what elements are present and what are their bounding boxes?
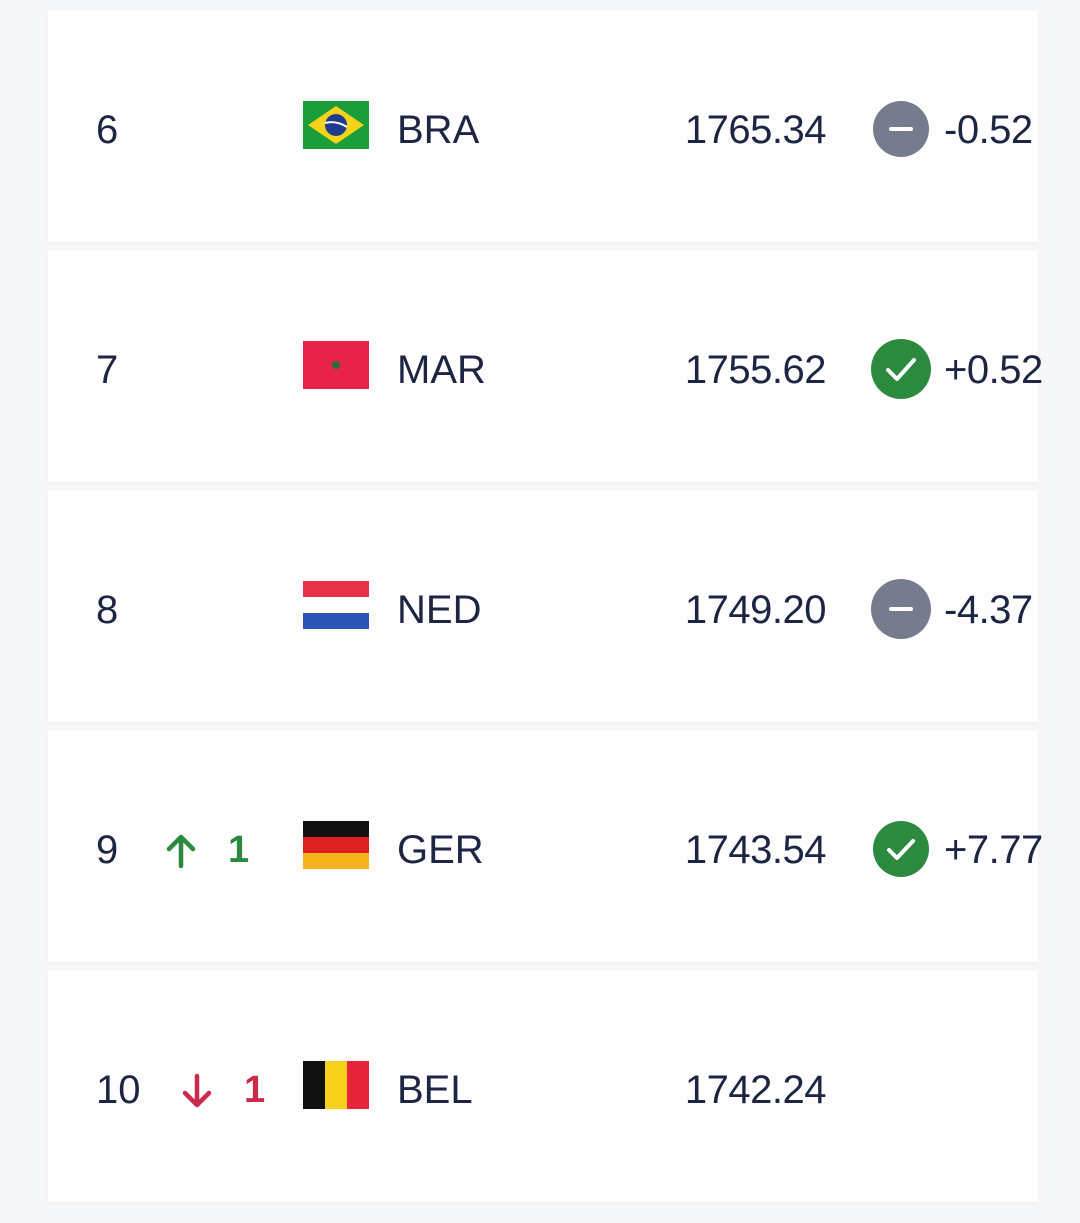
rank-movement: 1 xyxy=(244,1069,266,1111)
rank-movement: 1 xyxy=(228,829,250,871)
flag xyxy=(303,821,369,869)
team-code: BEL xyxy=(397,1068,473,1112)
rank-up-arrow xyxy=(166,834,196,869)
points-change: -4.37 xyxy=(944,588,1033,632)
team-code: MAR xyxy=(397,348,486,392)
points-change: +7.77 xyxy=(944,828,1043,872)
status-up-icon xyxy=(873,821,929,877)
points-change: +0.52 xyxy=(944,348,1043,392)
status-up-icon xyxy=(871,339,931,399)
team-code: GER xyxy=(397,828,484,872)
flag xyxy=(303,581,369,629)
flag xyxy=(303,101,369,149)
rank: 10 xyxy=(96,1068,141,1112)
rank-down-arrow xyxy=(182,1073,212,1108)
flag xyxy=(303,341,369,389)
points: 1755.62 xyxy=(684,348,827,392)
team-row: 9 1 GER 1743.54 +7.77 xyxy=(48,730,1043,962)
points: 1765.34 xyxy=(684,108,827,152)
points-change: -0.52 xyxy=(944,108,1033,152)
rank: 6 xyxy=(96,108,119,152)
status-neutral-icon xyxy=(873,101,929,157)
team-code: NED xyxy=(397,588,482,632)
points: 1749.20 xyxy=(684,588,827,632)
flag xyxy=(303,1061,369,1109)
points: 1743.54 xyxy=(684,828,827,872)
rank: 7 xyxy=(96,348,119,392)
team-code: BRA xyxy=(397,108,480,152)
rank: 9 xyxy=(96,828,119,872)
team-row: 10 1 BEL 1742.24 xyxy=(48,970,1038,1202)
status-neutral-icon xyxy=(871,579,931,639)
team-row: 6 BRA 1765.34 -0.52 xyxy=(48,10,1038,242)
rank: 8 xyxy=(96,588,119,632)
points: 1742.24 xyxy=(684,1068,827,1112)
team-row: 7 MAR 1755.62 +0.52 xyxy=(48,250,1043,482)
team-row: 8 NED 1749.20 -4.37 xyxy=(48,490,1038,722)
